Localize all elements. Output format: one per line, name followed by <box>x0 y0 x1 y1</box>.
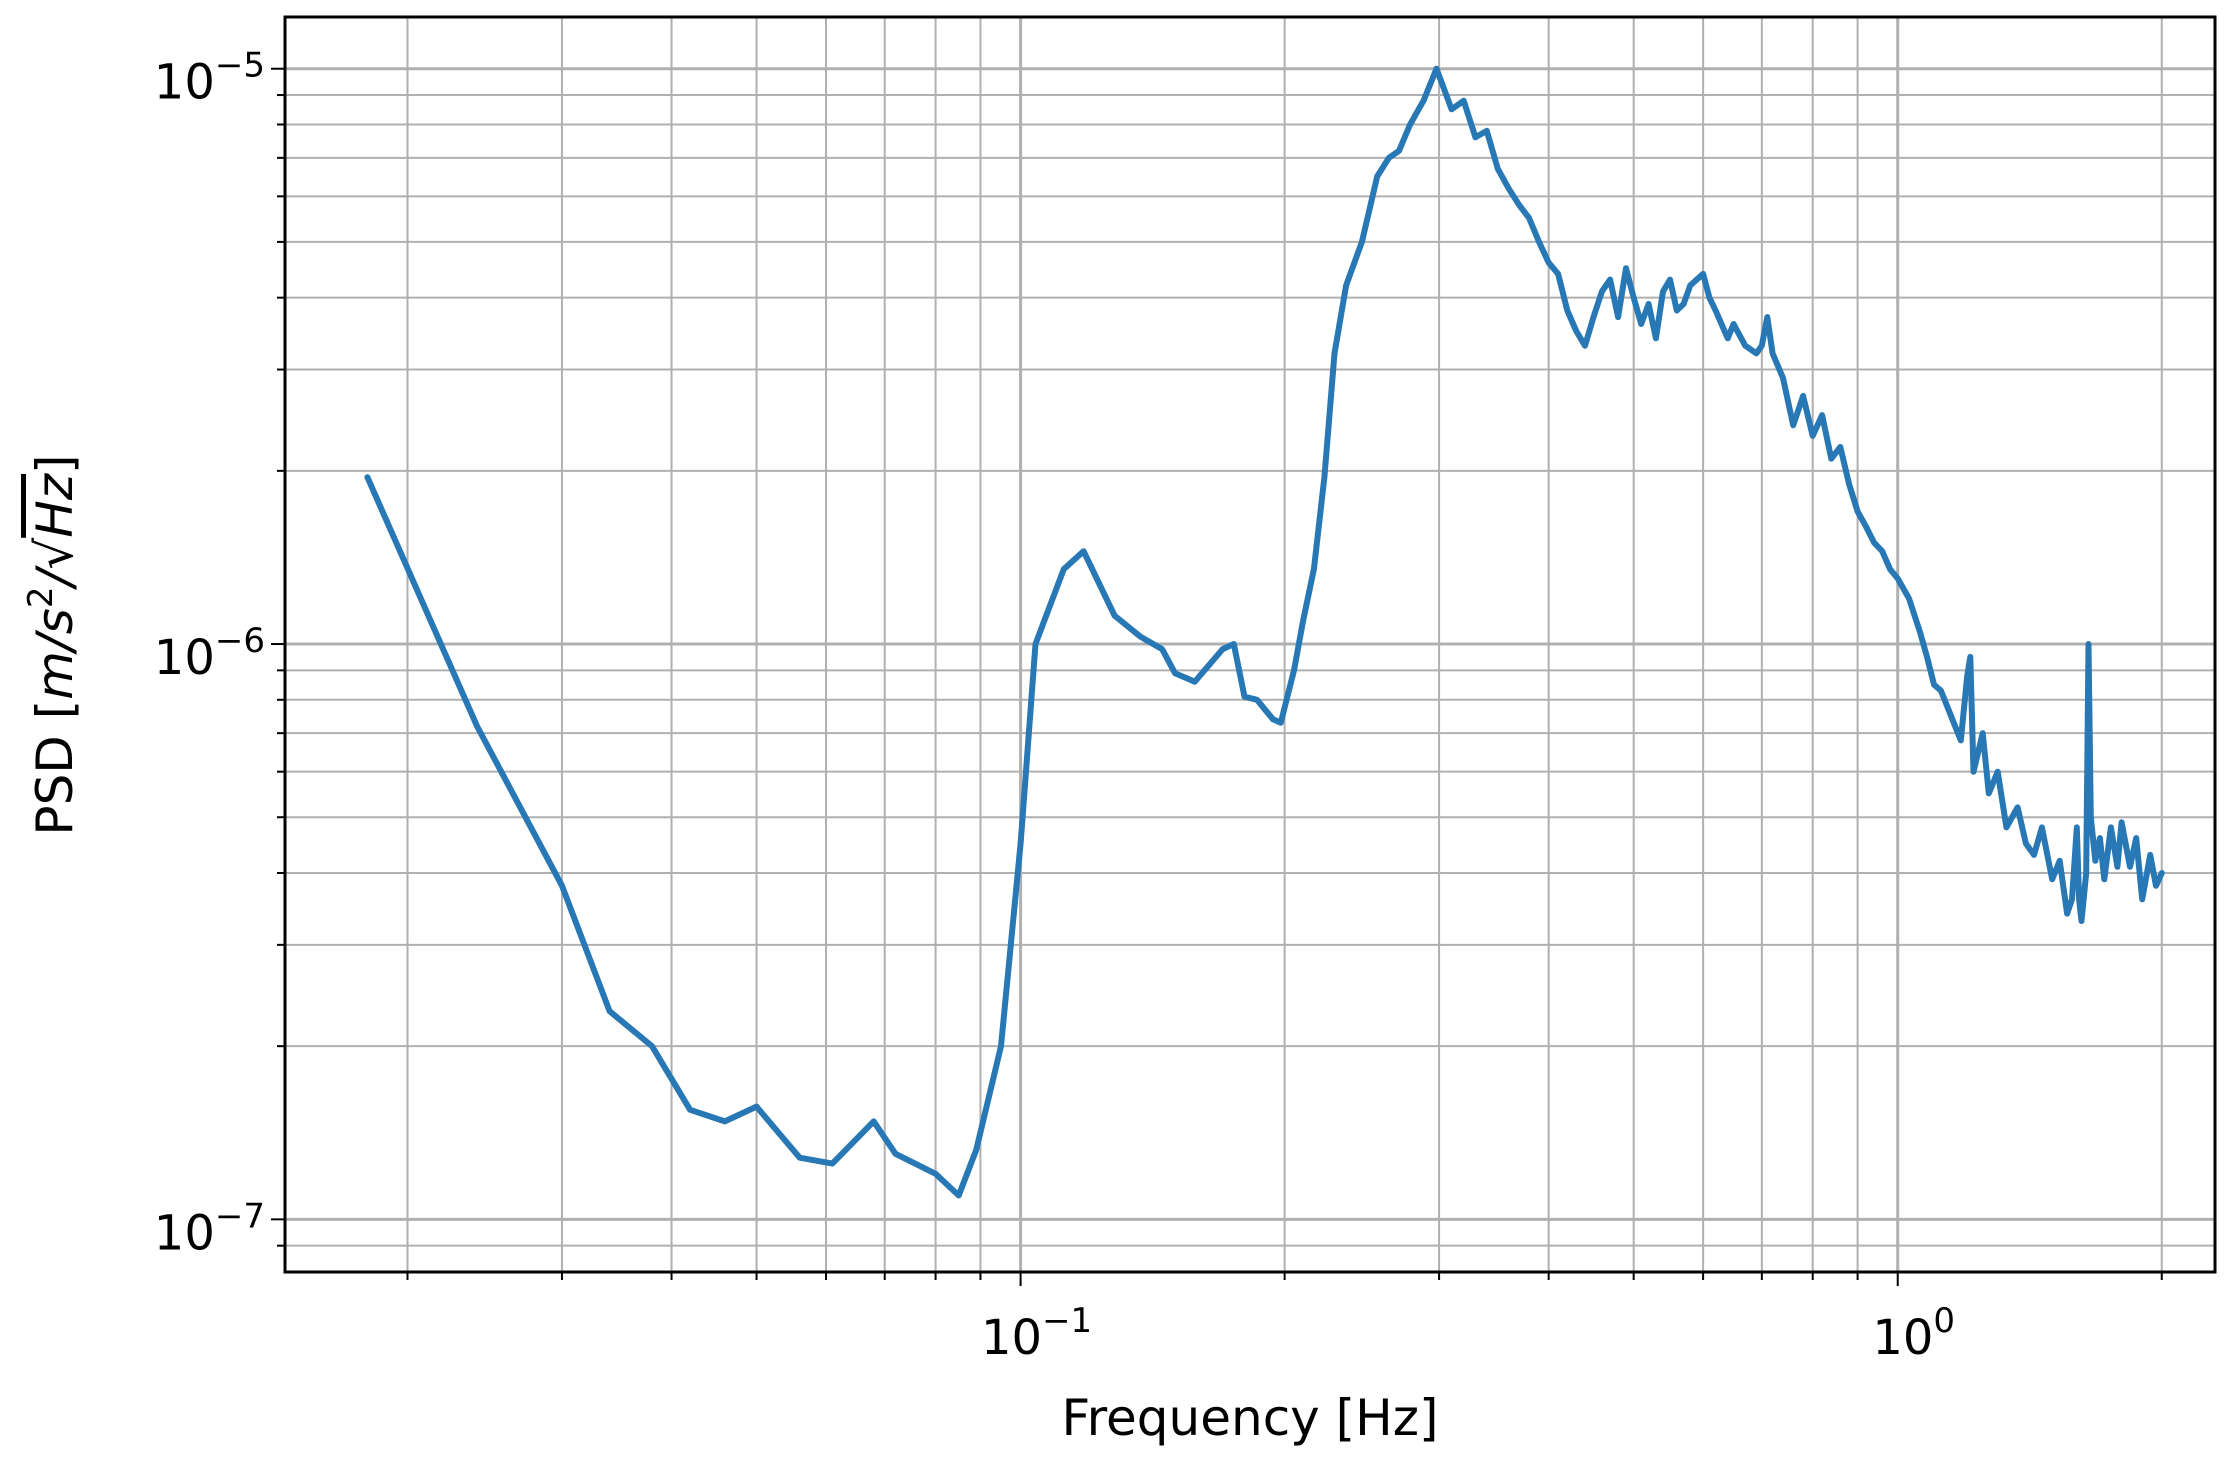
x-tick-label: 100 <box>1872 1301 1955 1366</box>
y-tick-label: 10−6 <box>154 621 265 686</box>
y-tick-label: 10−5 <box>154 46 265 111</box>
y-tick-label: 10−7 <box>154 1196 265 1261</box>
x-tick-labels: 10−1 100 <box>981 1301 1955 1366</box>
y-tick-labels: 10−7 10−6 10−5 <box>154 46 265 1262</box>
major-grid <box>285 17 2215 1272</box>
x-axis-label: Frequency [Hz] <box>1061 1389 1438 1447</box>
tick-marks <box>271 67 2163 1286</box>
psd-series-line <box>364 65 2165 1199</box>
x-tick-label: 10−1 <box>981 1301 1092 1366</box>
y-axis-label: PSD [m/s2/√Hz] <box>21 454 84 835</box>
